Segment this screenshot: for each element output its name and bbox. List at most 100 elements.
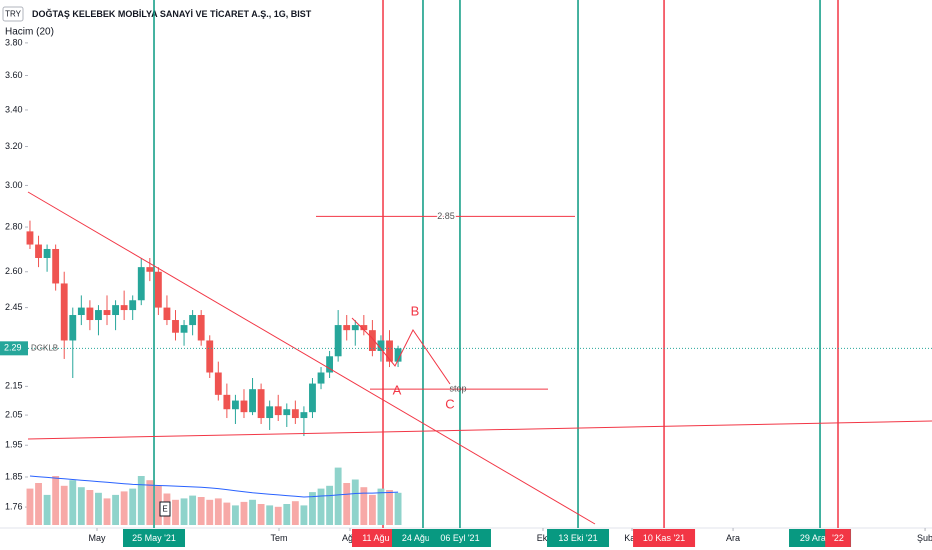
title: DOĞTAŞ KELEBEK MOBİLYA SANAYİ VE TİCARET… [32,8,312,19]
candle-body [172,320,179,333]
symbol-label: DGKLB [31,343,58,352]
y-tick-label: 3.00 [5,180,23,190]
x-tick-label: Tem [270,533,287,543]
volume-bar [326,485,334,525]
last-price-label: 2.29 [4,343,22,353]
volume-bar [129,488,137,525]
volume-bar [77,487,85,525]
volume-bar [86,490,94,525]
candle-body [274,406,282,416]
candle-body [120,305,128,311]
level-label: 2.85 [437,211,455,221]
volume-bar [394,492,402,525]
candle-body [300,412,308,419]
candle-body [317,372,325,384]
candle-body [103,310,111,316]
candle-body [69,315,77,341]
currency: TRY [5,10,22,19]
candle-body [249,389,256,413]
volume-bar [137,476,145,525]
y-tick-label: 2.15 [5,381,23,391]
x-tick-label: 13 Eki '21 [558,533,597,543]
candle-body [137,267,145,301]
indicator-label: Hacim (20) [5,27,54,38]
event-marker [159,501,171,517]
candle-body [231,400,239,410]
candle-body [197,315,205,341]
x-tick-box [428,529,491,547]
volume-bar [52,476,60,525]
stop-label: stop [449,384,466,394]
volume-bar [172,499,179,525]
volume-bar [368,494,376,525]
y-tick-label: 2.45 [5,302,23,312]
y-tick-label: 3.40 [5,104,23,114]
volume-bar [206,499,214,525]
volume-ma [29,475,399,498]
candle-body [95,310,102,321]
last-price-box [0,341,28,356]
candle-body [35,244,42,258]
trend-line [27,191,596,525]
x-tick-label: 29 Ara '21 [800,533,840,543]
candle-body [77,307,85,316]
candle-body [154,271,162,308]
volume-bar [112,494,119,525]
x-tick-label: Kas [624,533,640,543]
x-tick-label: Ağu [342,533,358,543]
candle-body [326,356,334,373]
y-tick-label: 3.80 [5,37,23,47]
volume-bar [291,501,299,525]
volume-bar [69,480,77,525]
volume-bar [317,488,325,525]
wave-label: C [445,396,454,411]
x-tick-label: Ara [726,533,740,543]
candle-body [283,409,291,416]
volume-bar [60,485,68,525]
y-tick-label: 2.60 [5,266,23,276]
candle-body [163,307,171,321]
volume-bar [240,501,248,525]
candle-body [43,248,51,258]
wave-label: B [411,303,420,318]
candle-body [334,325,342,357]
volume-bar [300,505,308,525]
volume-bar [214,498,222,525]
x-tick-label: 24 Ağu '21 [402,533,444,543]
volume-bar [35,483,42,525]
candle-body [351,325,359,331]
x-tick-label: '22 [832,533,844,543]
volume-bar [43,494,51,525]
y-tick-label: 2.80 [5,221,23,231]
volume-bar [377,488,385,525]
x-tick-label: 06 Eyl '21 [440,533,479,543]
volume-bar [351,479,359,525]
volume-bar [283,504,291,525]
volume-bar [343,483,351,525]
volume-bar [266,505,274,525]
volume-bar [309,492,316,525]
y-tick-label: 1.85 [5,471,23,481]
x-tick-box [825,529,851,547]
candle-body [112,305,119,316]
x-tick-box [633,529,696,547]
x-tick-label: May [88,533,106,543]
candle-body [291,409,299,419]
volume-bar [274,506,282,525]
volume-bar [197,497,205,525]
candle-body [129,300,137,311]
x-tick-label: 25 May '21 [132,533,176,543]
volume-bar [95,492,102,525]
candle-body [180,325,188,333]
volume-bar [154,485,162,525]
volume-bar [231,505,239,525]
volume-bar [360,487,368,525]
wave-label: A [393,382,402,397]
x-tick-box [123,529,186,547]
x-tick-box [547,529,610,547]
candle-body [386,340,393,362]
candle-body [377,340,385,351]
volume-bar [120,491,128,525]
currency-box [2,6,24,22]
